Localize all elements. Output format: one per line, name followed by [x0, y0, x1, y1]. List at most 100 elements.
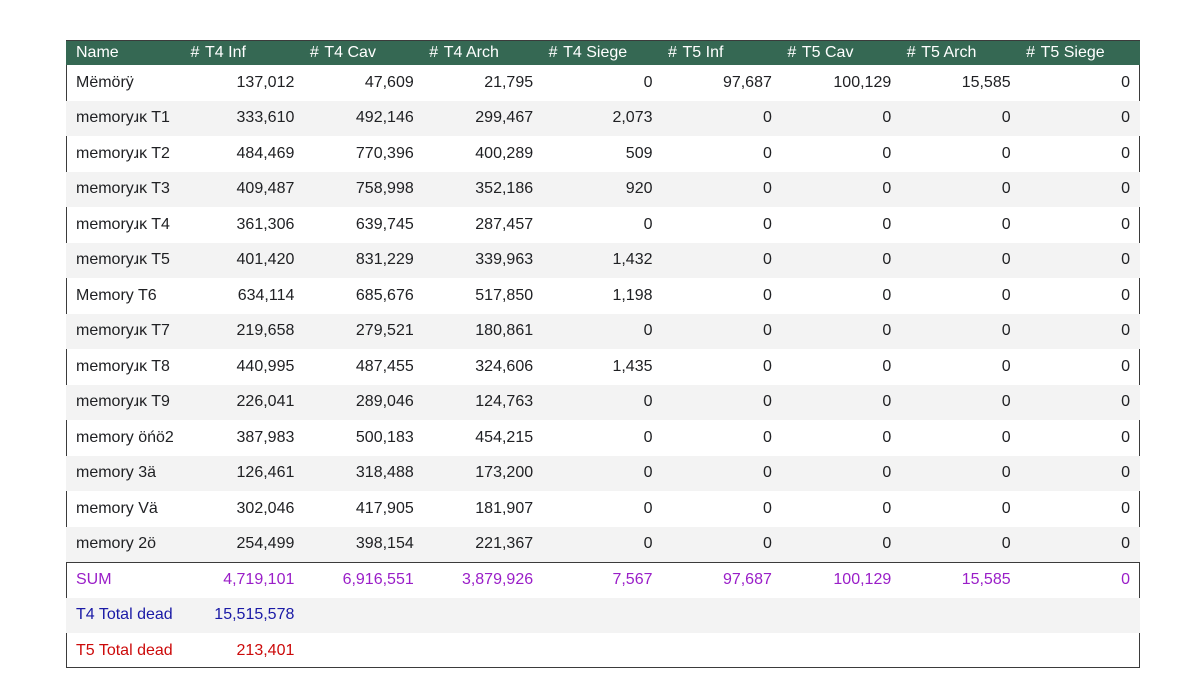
row-name-cell: Mëmörÿ — [76, 73, 134, 91]
value-cell: 221,367 — [423, 526, 544, 563]
value-cell: 634,114 — [237, 286, 295, 304]
value-cell: 685,676 — [355, 286, 414, 304]
value-cell: 2,073 — [612, 109, 653, 127]
column-header-name[interactable]: Name — [76, 44, 119, 61]
value-cell: 0 — [762, 144, 772, 162]
column-header-t4-arch[interactable]: # T4 Arch — [424, 41, 543, 65]
value-cell: 0 — [882, 109, 892, 127]
value-cell: 1,198 — [612, 286, 653, 304]
row-name-cell: memoryɹĸ T9 — [76, 393, 170, 411]
value-cell: 0 — [762, 464, 772, 482]
value-cell: 492,146 — [355, 109, 414, 127]
row-name-cell: memoryɹĸ T4 — [76, 215, 170, 233]
sum-value-cell: 7,567 — [543, 561, 663, 598]
value-cell: 639,745 — [355, 215, 414, 233]
row-name-cell: memory 2ö — [66, 526, 185, 563]
value-cell: 0 — [1121, 180, 1130, 198]
column-header-t4-cav[interactable]: # T4 Cav — [304, 41, 423, 65]
value-cell: 0 — [1001, 357, 1011, 375]
value-cell: 279,521 — [355, 322, 414, 340]
value-cell: 0 — [762, 109, 772, 127]
value-cell: 0 — [1001, 215, 1011, 233]
value-cell: 0 — [762, 393, 772, 411]
t4-total-label: T4 Total dead — [76, 606, 173, 624]
t4-total-value: 15,515,578 — [214, 606, 295, 624]
sum-value-cell: 3,879,926 — [423, 561, 544, 598]
value-cell: 0 — [882, 144, 892, 162]
value-cell: 181,907 — [475, 499, 534, 517]
value-cell: 0 — [643, 393, 653, 411]
number-type-icon: # — [309, 44, 319, 61]
value-cell: 0 — [1001, 499, 1011, 517]
row-name-cell: memory 3ä — [76, 464, 157, 482]
value-cell: 0 — [882, 215, 892, 233]
value-cell: 0 — [1001, 322, 1011, 340]
value-cell: 0 — [1001, 109, 1011, 127]
column-header-t5-arch[interactable]: # T5 Arch — [901, 41, 1020, 65]
table-row: memory 2ö 254,499 398,154 221,367 0 0 0 … — [66, 526, 1140, 563]
row-name-cell: memoryɹĸ T3 — [76, 180, 170, 198]
column-header-t4-siege[interactable]: # T4 Siege — [543, 41, 662, 65]
value-cell: 0 — [643, 428, 653, 446]
value-cell: 0 — [1121, 286, 1130, 304]
value-cell: 0 — [1001, 180, 1011, 198]
value-cell: 487,455 — [355, 357, 414, 375]
number-type-icon: # — [548, 44, 558, 61]
value-cell: 0 — [1121, 251, 1130, 269]
value-cell: 0 — [1121, 215, 1130, 233]
value-cell: 0 — [762, 357, 772, 375]
value-cell: 0 — [1001, 144, 1011, 162]
value-cell: 0 — [762, 499, 772, 517]
value-cell: 324,606 — [475, 357, 534, 375]
value-cell: 173,200 — [475, 464, 534, 482]
value-cell: 454,215 — [475, 428, 534, 446]
number-type-icon: # — [668, 44, 677, 61]
value-cell: 352,186 — [475, 180, 534, 198]
number-type-icon: # — [787, 44, 797, 61]
row-name-cell: Memory T6 — [76, 286, 157, 304]
sum-row: SUM 4,719,101 6,916,551 3,879,926 7,567 … — [66, 561, 1140, 598]
number-type-icon: # — [190, 44, 200, 61]
value-cell: 287,457 — [475, 215, 534, 233]
t5-total-row: T5 Total dead 213,401 — [66, 633, 1140, 669]
column-header-t5-cav[interactable]: # T5 Cav — [782, 41, 901, 65]
header-row: Name # T4 Inf # T4 Cav # T4 Arch # T4 Siege … — [66, 41, 1140, 65]
value-cell: 0 — [762, 251, 772, 269]
value-cell: 318,488 — [355, 464, 414, 482]
value-cell: 398,154 — [304, 526, 424, 563]
value-cell: 409,487 — [236, 180, 295, 198]
column-header-t5-inf[interactable]: # T5 Inf — [663, 41, 782, 65]
value-cell: 0 — [882, 357, 892, 375]
value-cell: 0 — [1001, 464, 1011, 482]
value-cell: 124,763 — [475, 393, 534, 411]
value-cell: 920 — [625, 180, 653, 198]
value-cell: 0 — [1121, 393, 1130, 411]
value-cell: 361,306 — [236, 215, 295, 233]
value-cell: 126,461 — [236, 464, 295, 482]
value-cell: 484,469 — [236, 144, 295, 162]
value-cell: 0 — [543, 526, 663, 563]
value-cell: 226,041 — [236, 393, 295, 411]
row-name-cell: memory Vä — [76, 499, 158, 517]
value-cell: 0 — [1121, 428, 1130, 446]
value-cell: 440,995 — [236, 357, 295, 375]
row-name-cell: memoryɹĸ T5 — [76, 251, 170, 269]
number-type-icon: # — [906, 44, 916, 61]
column-header-t5-siege[interactable]: # T5 Siege — [1021, 41, 1140, 65]
column-header-t4-inf[interactable]: # T4 Inf — [185, 41, 304, 65]
value-cell: 0 — [1121, 144, 1130, 162]
table-row: memory 3ä 126,461 318,488 173,200 0 0 0 … — [66, 455, 1140, 491]
value-cell: 180,861 — [475, 322, 534, 340]
value-cell: 1,435 — [612, 357, 653, 375]
t4-total-row: T4 Total dead 15,515,578 — [66, 597, 1140, 633]
table-row: memoryɹĸ T7 219,658 279,521 180,861 0 0 … — [66, 313, 1140, 349]
value-cell: 0 — [762, 322, 772, 340]
value-cell: 0 — [762, 215, 772, 233]
value-cell: 289,046 — [355, 393, 414, 411]
table-row: memoryɹĸ T4 361,306 639,745 287,457 0 0 … — [66, 207, 1140, 243]
table-row: memoryɹĸ T8 440,995 487,455 324,606 1,43… — [66, 349, 1140, 385]
value-cell: 0 — [1001, 428, 1011, 446]
value-cell: 0 — [643, 499, 653, 517]
row-name-cell: memoryɹĸ T8 — [76, 357, 170, 375]
value-cell: 831,229 — [355, 251, 414, 269]
